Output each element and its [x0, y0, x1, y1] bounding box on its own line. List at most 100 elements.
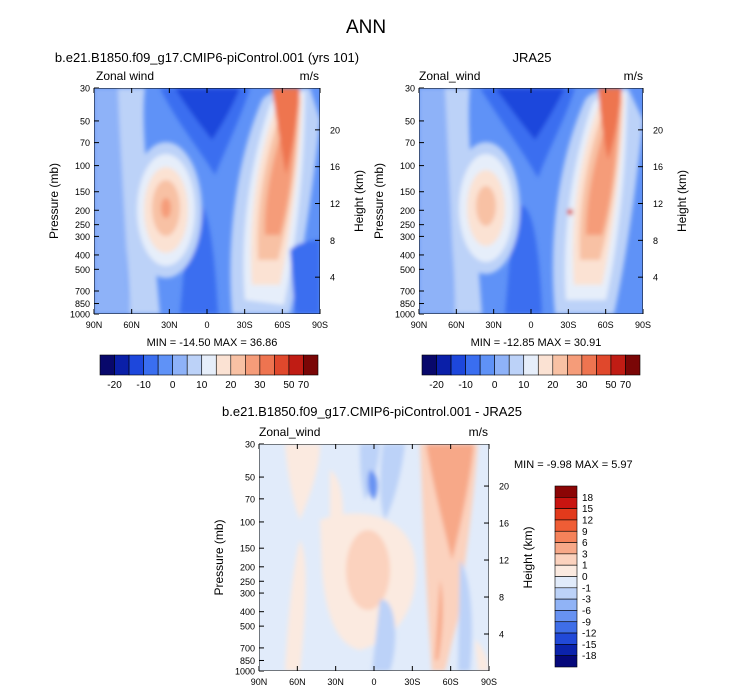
panel3-ylabel: Pressure (mb)	[212, 519, 226, 595]
panel1-colorbar-swatch	[128, 354, 144, 376]
panel1-y-tick-label: 500	[75, 265, 90, 275]
panel1-y-tick-label: 400	[75, 250, 90, 260]
panel1-colorbar-swatch	[215, 354, 232, 376]
panel2-colorbar-swatch	[465, 354, 481, 376]
axes-layer: 90N 60N 30N 0 30S 60S 90S305070100150200250300…	[47, 84, 689, 688]
panel2-x-tick-label: 90N	[411, 320, 428, 330]
panel2-colorbar-swatch	[494, 354, 510, 376]
panel3-colorbar-label: 1	[582, 561, 588, 572]
panel2-y-tick-label: 500	[400, 265, 415, 275]
panel2-colorbar-swatch	[567, 354, 583, 376]
panel1-colorbar-swatch	[303, 354, 319, 376]
panel2-colorbar-label: -10	[458, 380, 473, 391]
panel3-colorbar-label: -1	[582, 583, 591, 594]
panel-jra25-title: JRA25	[512, 50, 551, 65]
panel1-colorbar-label: 10	[196, 380, 208, 391]
panel3-x-tick-label: 90N	[251, 677, 268, 687]
panel3-y2-tick-label: 4	[499, 630, 504, 640]
panel-diff-title: b.e21.B1850.f09_g17.CMIP6-piControl.001 …	[222, 404, 522, 419]
panel2-colorbar-swatch	[421, 354, 437, 376]
panel3-y2-tick-label: 8	[499, 593, 504, 603]
panel2-y-tick-label: 150	[400, 187, 415, 197]
panel-jra25-units: m/s	[624, 69, 643, 83]
panel2-ylabel: Pressure (mb)	[372, 163, 386, 239]
panel3-x-tick-label: 30N	[327, 677, 344, 687]
panel1-colorbar-label: 20	[225, 380, 237, 391]
panel1-y-tick-label: 850	[75, 299, 90, 309]
panel3-colorbar-swatch	[554, 508, 578, 521]
panel3-x-tick-label: 30S	[404, 677, 420, 687]
panel1-colorbar-label: 30	[254, 380, 266, 391]
panel-diff-variable: Zonal_wind	[259, 425, 320, 439]
panel2-colorbar-label: 10	[518, 380, 530, 391]
panel1-x-tick-label: 90S	[312, 320, 328, 330]
panel1-y-tick-label: 30	[80, 84, 90, 94]
panel3-y-tick-label: 400	[240, 607, 255, 617]
panel1-colorbar-swatch	[143, 354, 159, 376]
panel1-y2-tick-label: 8	[330, 236, 335, 246]
panel-model-title: b.e21.B1850.f09_g17.CMIP6-piControl.001 …	[55, 50, 359, 65]
panel2-x-tick-label: 60N	[448, 320, 465, 330]
panel1-colorbar-label: 0	[170, 380, 176, 391]
panel2-colorbar-swatch	[581, 354, 597, 376]
panel1-y2-tick-label: 16	[330, 162, 340, 172]
panel1-colorbar-swatch	[186, 354, 203, 376]
panel3-y-tick-label: 700	[240, 643, 255, 653]
panel3-x-tick-label: 90S	[481, 677, 497, 687]
panel3-y-tick-label: 300	[240, 589, 255, 599]
panel3-colorbar-label: -12	[582, 629, 597, 640]
panel3-y2label: Height (km)	[521, 526, 535, 588]
panel2-colorbar-swatch	[479, 354, 495, 376]
panel3-colorbar-label: 15	[582, 504, 594, 515]
panel1-stats: MIN = -14.50 MAX = 36.86	[147, 337, 278, 349]
panel2-x-tick-label: 30N	[485, 320, 502, 330]
panel2-colorbar-label: 50	[605, 380, 617, 391]
panel1-axes: 90N 60N 30N 0 30S 60S 90S 30 50 70 100 150 200 250 300…	[47, 84, 366, 331]
panel1-colorbar-swatch	[274, 354, 290, 376]
panel3-colorbar-swatch	[554, 542, 578, 555]
panel1-colorbar: -20 -10 0 10 20 30 50 70	[99, 354, 319, 391]
panel3-colorbar-swatch	[554, 576, 578, 589]
panel2-y2-tick-label: 8	[653, 236, 658, 246]
panel1-y-tick-label: 300	[75, 232, 90, 242]
panel2-y-tick-label: 850	[400, 299, 415, 309]
panel2-x-tick-label: 30S	[560, 320, 576, 330]
panel3-colorbar-label: -3	[582, 595, 591, 606]
panel-model-units: m/s	[300, 69, 319, 83]
panel1-colorbar-swatch	[259, 354, 275, 376]
panel3-y-tick-label: 200	[240, 562, 255, 572]
panel-model-variable: Zonal wind	[96, 69, 154, 83]
panel2-y-tick-label: 400	[400, 250, 415, 260]
panel2-y-tick-label: 30	[405, 84, 415, 94]
panel2-colorbar-label: 20	[547, 380, 559, 391]
panel2-colorbar-swatch	[596, 354, 612, 376]
panel-model: b.e21.B1850.f09_g17.CMIP6-piControl.001 …	[55, 50, 359, 314]
panel2-colorbar-swatch	[508, 354, 525, 376]
panel2-colorbar-swatch	[436, 354, 452, 376]
panel2-y2-tick-label: 16	[653, 162, 663, 172]
panel1-colorbar-swatch	[288, 354, 304, 376]
panel3-colorbar-swatch	[554, 564, 578, 577]
panel1-y-tick-label: 150	[75, 187, 90, 197]
panel2-colorbar-label: -20	[429, 380, 444, 391]
panel1-colorbar-swatch	[245, 354, 261, 376]
panel1-x-tick-label: 60S	[274, 320, 290, 330]
panel2-colorbar-label: 0	[492, 380, 498, 391]
panel1-colorbar-swatch	[230, 354, 246, 376]
panel1-colorbar-label: -20	[107, 380, 122, 391]
panel3-y-tick-label: 100	[240, 517, 255, 527]
panel1-x-tick-label: 90N	[86, 320, 103, 330]
panel3-colorbar-label: -18	[582, 651, 597, 662]
panel2-y2-tick-label: 4	[653, 273, 658, 283]
panel1-colorbar-swatch	[99, 354, 115, 376]
panel3-x-tick-label: 60S	[443, 677, 459, 687]
panel-model-field	[94, 88, 320, 314]
panel2-x-tick-label: 0	[528, 320, 533, 330]
panel1-colorbar-swatch	[114, 354, 130, 376]
panel2-y2label: Height (km)	[675, 170, 689, 232]
panel1-x-tick-label: 30S	[237, 320, 253, 330]
figure-title: ANN	[346, 17, 386, 38]
panel3-colorbar-label: 9	[582, 527, 588, 538]
